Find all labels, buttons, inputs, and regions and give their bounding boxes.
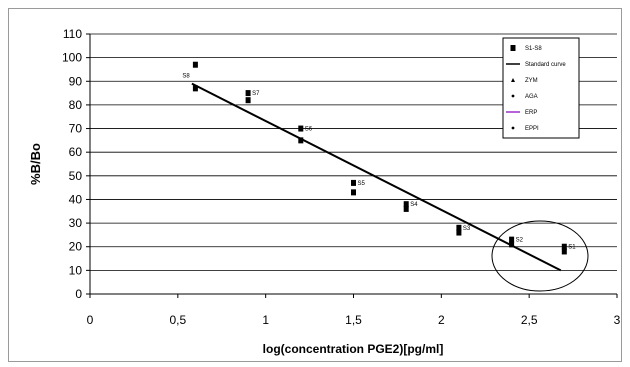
- data-point: [245, 90, 251, 97]
- legend-marker-triangle: [511, 78, 515, 82]
- point-label: S8: [182, 73, 190, 79]
- y-tick-label: 0: [75, 287, 82, 301]
- x-tick-label: 2,5: [521, 313, 538, 327]
- data-point: [351, 189, 356, 196]
- y-tick-label: 30: [69, 216, 83, 230]
- data-point: [298, 125, 304, 132]
- point-label: S6: [305, 127, 313, 133]
- legend-label: ERP: [525, 110, 537, 116]
- data-point: [561, 243, 567, 250]
- data-point: [192, 61, 198, 68]
- x-tick-label: 0: [87, 313, 94, 327]
- data-point: [245, 97, 251, 104]
- y-tick-label: 10: [69, 263, 83, 277]
- point-label: S2: [516, 238, 524, 244]
- data-point: [351, 179, 356, 186]
- data-point: [192, 85, 198, 92]
- x-tick-label: 3: [614, 313, 621, 327]
- point-label: S3: [463, 226, 471, 232]
- y-tick-label: 100: [62, 51, 82, 65]
- x-tick-label: 0,5: [169, 313, 186, 327]
- y-tick-label: 60: [69, 145, 83, 159]
- point-label: S7: [252, 91, 260, 97]
- y-tick-label: 110: [63, 27, 82, 41]
- point-label: S4: [410, 202, 418, 208]
- legend-marker-dot: [511, 126, 515, 130]
- legend-marker-dot: [511, 94, 515, 98]
- y-tick-label: 70: [69, 122, 83, 136]
- annotation-ellipse: [491, 220, 589, 292]
- legend-marker-square: [510, 45, 516, 51]
- standard-curve-line: [191, 82, 562, 272]
- x-tick-label: 2: [438, 313, 445, 327]
- legend-label: Standard curve: [525, 62, 566, 68]
- legend-label: AGA: [525, 94, 538, 100]
- data-point: [403, 205, 409, 212]
- legend-label: EPPI: [525, 126, 539, 132]
- y-tick-label: 20: [69, 240, 83, 254]
- y-tick-label: 40: [69, 192, 83, 206]
- legend-box: [502, 37, 580, 139]
- point-label: S5: [358, 181, 366, 187]
- y-axis-title: %B/Bo: [28, 143, 43, 185]
- data-point: [509, 241, 515, 248]
- x-tick-label: 1,5: [345, 313, 362, 327]
- y-tick-label: 80: [69, 98, 83, 112]
- y-tick-label: 90: [69, 74, 83, 88]
- data-point: [403, 201, 409, 208]
- data-point: [456, 224, 462, 231]
- data-point: [298, 137, 304, 144]
- legend-label: ZYM: [525, 78, 538, 84]
- data-point: [456, 229, 462, 236]
- legend-label: S1-S8: [525, 46, 542, 52]
- x-axis-title: log(concentration PGE2)[pg/ml]: [263, 342, 444, 356]
- data-point: [561, 248, 567, 255]
- data-point: [509, 236, 515, 243]
- y-tick-label: 50: [69, 169, 83, 183]
- x-tick-label: 1: [262, 313, 269, 327]
- point-label: S1: [568, 245, 576, 251]
